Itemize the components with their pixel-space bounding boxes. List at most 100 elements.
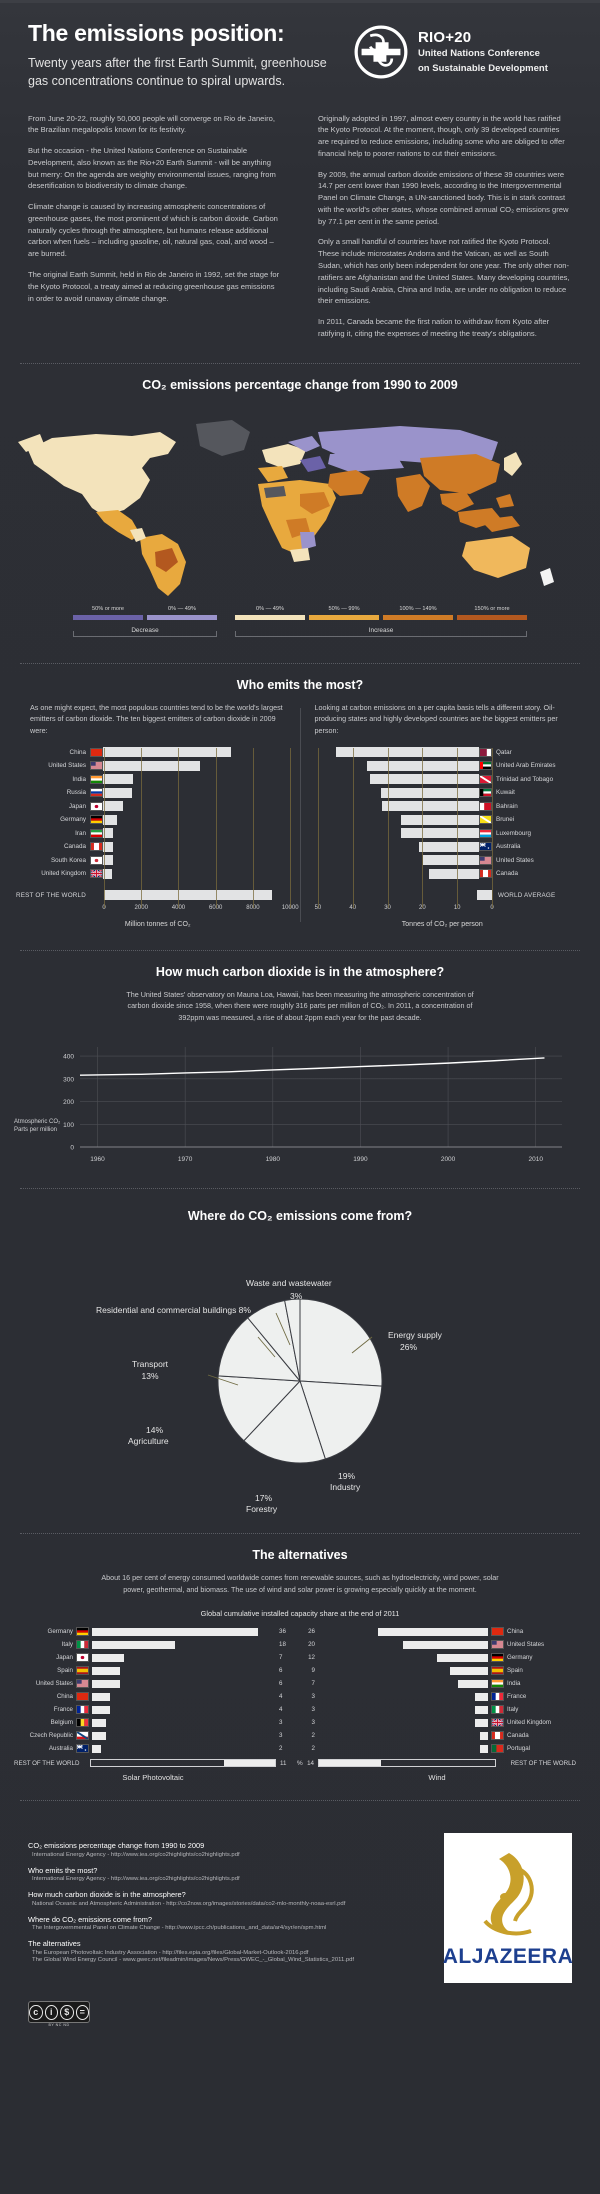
svg-text:0: 0 — [70, 1145, 74, 1152]
alt-label: United States — [35, 1680, 73, 1688]
alt-track — [318, 1666, 488, 1675]
wind-rest-row: 14 REST OF THE WORLD — [298, 1759, 576, 1768]
alt-bar — [479, 1744, 488, 1753]
legend-label: 50% or more — [91, 605, 125, 612]
cc-nc-icon: $ — [60, 2004, 74, 2020]
pie-chart: Energy supply 26% 19% Industry 17% Forestry 14… — [0, 1233, 600, 1533]
legend-bracket — [73, 630, 217, 637]
source-link[interactable]: The Intergovernmental Panel on Climate C… — [32, 1925, 327, 1932]
world-average-label: WORLD AVERAGE — [498, 891, 556, 899]
alt-bar-row: 20 United States — [298, 1639, 576, 1650]
alt-value: 7 — [311, 1680, 315, 1688]
source-link[interactable]: National Oceanic and Atmospheric Adminis… — [32, 1900, 346, 1907]
creative-commons-badge[interactable]: c i $ = — [28, 2001, 90, 2024]
source-link[interactable]: The Global Wind Energy Council - www.gwe… — [32, 1957, 355, 1964]
svg-text:200: 200 — [63, 1099, 74, 1106]
intro-paragraph: Climate change is caused by increasing a… — [28, 202, 278, 259]
source-link[interactable]: International Energy Agency - http://www… — [32, 1851, 240, 1858]
svg-text:Agriculture: Agriculture — [128, 1436, 169, 1446]
emitters-title: Who emits the most? — [236, 677, 364, 692]
alt-bar — [475, 1718, 488, 1727]
alt-value: 36 — [279, 1628, 286, 1636]
alt-track — [318, 1692, 488, 1701]
alt-label: China — [56, 1693, 73, 1701]
alt-label: France — [53, 1706, 73, 1714]
bar-fill — [103, 828, 113, 839]
svg-text:100: 100 — [63, 1122, 74, 1129]
alt-track — [318, 1744, 488, 1753]
axis-tick: 40 — [349, 904, 357, 911]
atmosphere-y-axis-label: Atmospheric CO₂ Parts per million — [14, 1119, 60, 1135]
source-link[interactable]: International Energy Agency - http://www… — [32, 1876, 240, 1883]
world-average-row: WORLD AVERAGE — [301, 889, 585, 902]
bar-label: India — [72, 775, 86, 783]
alt-label: United Kingdom — [507, 1719, 552, 1727]
bar-label: Brunei — [496, 816, 515, 824]
section-divider — [20, 662, 580, 664]
alt-label: Japan — [56, 1654, 73, 1662]
pie-title: Where do CO₂ emissions come from? — [187, 1209, 413, 1224]
bar-row: Iran — [16, 827, 300, 839]
alt-track — [92, 1705, 276, 1714]
alt-track — [92, 1627, 276, 1636]
per-capita-axis: 50 40 30 20 10 0 — [301, 904, 494, 917]
y-axis-label-line2: Parts per million — [14, 1126, 58, 1133]
source-link[interactable]: The European Photovoltaic Industry Assoc… — [32, 1949, 309, 1956]
bar-row: Canada — [301, 868, 585, 880]
charts-divider — [299, 707, 301, 922]
svg-text:Waste and wastewater: Waste and wastewater — [246, 1278, 332, 1288]
total-emissions-blurb: As one might expect, the most populous c… — [30, 702, 283, 735]
bar-track — [103, 814, 300, 825]
bar-fill — [381, 801, 479, 812]
creative-commons-block: c i $ = BY NC ND — [0, 2001, 600, 2027]
rio20-text: RIO+20 United Nations Conference on Sust… — [418, 25, 548, 76]
section-divider — [20, 1533, 580, 1535]
alt-track — [318, 1640, 488, 1649]
bar-track — [301, 747, 479, 758]
alt-label: China — [507, 1628, 524, 1636]
axis-tick: 4000 — [171, 904, 186, 911]
alt-bar-row: United States 6 — [14, 1678, 292, 1689]
alt-value: 7 — [279, 1654, 283, 1662]
alt-value: 6 — [279, 1667, 283, 1675]
bar-row: United Kingdom — [16, 868, 300, 880]
bar-row: Germany — [16, 814, 300, 826]
bar-track — [301, 841, 479, 852]
svg-text:19%: 19% — [338, 1471, 355, 1481]
solar-caption: Solar Photovoltaic — [122, 1773, 184, 1783]
alternatives-charts: Germany 36 Italy 18 Japan 7 Spain 6 United State… — [0, 1626, 600, 1756]
alt-bar-row: China 4 — [14, 1691, 292, 1702]
bar-row: Australia — [301, 841, 585, 853]
alt-bar — [479, 1731, 488, 1740]
solar-chart: Germany 36 Italy 18 Japan 7 Spain 6 United State… — [14, 1626, 292, 1756]
bar-row: Kuwait — [301, 787, 585, 799]
alt-track — [318, 1705, 488, 1714]
bar-label: United States — [48, 762, 86, 770]
bar-fill — [104, 890, 272, 901]
intro-paragraph: The original Earth Summit, held in Rio d… — [28, 269, 280, 303]
alt-bar-row: Japan 7 — [14, 1652, 292, 1663]
legend-swatch — [457, 614, 527, 620]
bar-fill — [103, 868, 112, 879]
wind-rest-bar — [318, 1759, 496, 1768]
svg-text:Residential and commercial bui: Residential and commercial buildings 8% — [96, 1305, 251, 1315]
wind-rest-label: REST OF THE WORLD — [510, 1759, 576, 1767]
svg-text:400: 400 — [63, 1054, 74, 1061]
bar-label: Russia — [66, 789, 86, 797]
alt-value: 3 — [279, 1732, 283, 1740]
alt-bar — [475, 1705, 488, 1714]
section-divider — [20, 949, 580, 951]
bar-label: China — [69, 748, 86, 756]
alt-bar — [458, 1679, 488, 1688]
alt-track — [92, 1679, 276, 1688]
bar-track — [103, 787, 300, 798]
alt-bar-row: 3 France — [298, 1691, 576, 1702]
section-divider — [20, 1800, 580, 1802]
legend-increase-group: 0% — 49% 50% — 99% 100% — 149% 150% or m… — [235, 606, 527, 637]
alt-track — [318, 1718, 488, 1727]
bar-row: Brunei — [301, 814, 585, 826]
alt-value: 20 — [308, 1641, 315, 1649]
alt-label: Spain — [507, 1667, 523, 1675]
alt-label: India — [507, 1680, 521, 1688]
alt-value: 4 — [279, 1693, 283, 1701]
